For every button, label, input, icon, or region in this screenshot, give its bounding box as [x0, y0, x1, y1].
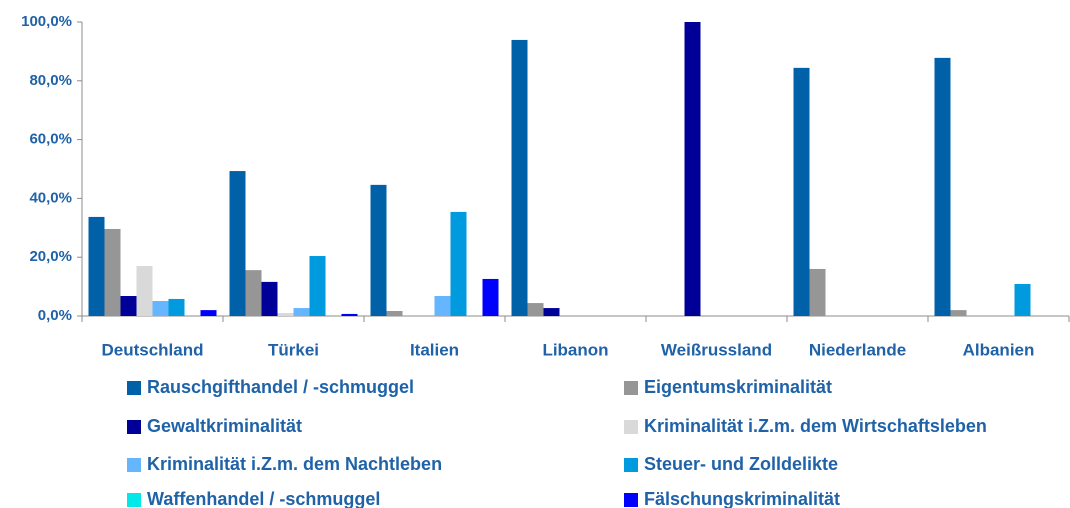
bar	[809, 268, 826, 316]
bar	[168, 298, 185, 316]
legend-swatch	[127, 458, 141, 472]
bar	[950, 310, 967, 316]
legend-swatch	[127, 493, 141, 507]
legend-swatch	[624, 493, 638, 507]
y-tick-label: 100,0%	[21, 13, 72, 30]
x-tick-label: Deutschland	[101, 340, 203, 359]
bar	[386, 311, 403, 316]
legend-swatch	[624, 381, 638, 395]
legend-label: Rauschgifthandel / -schmuggel	[147, 377, 414, 397]
bar	[543, 308, 560, 316]
x-tick-label: Italien	[410, 340, 459, 359]
x-tick-label: Türkei	[268, 340, 319, 359]
bar	[200, 310, 217, 316]
legend-label: Fälschungskriminalität	[644, 489, 840, 508]
bar	[229, 171, 246, 316]
y-tick-label: 20,0%	[29, 248, 72, 265]
bar	[370, 184, 387, 316]
x-tick-label: Niederlande	[809, 340, 906, 359]
bar	[341, 313, 358, 316]
bar	[245, 270, 262, 316]
bar	[261, 281, 278, 316]
legend-label: Kriminalität i.Z.m. dem Nachtleben	[147, 454, 442, 474]
bar	[793, 67, 810, 316]
bar	[934, 57, 951, 316]
y-tick-label: 0,0%	[38, 307, 72, 324]
bar	[527, 303, 544, 316]
legend-label: Steuer- und Zolldelikte	[644, 454, 838, 474]
legend-label: Waffenhandel / -schmuggel	[147, 489, 380, 508]
bar	[104, 228, 121, 316]
bar	[120, 296, 137, 316]
bar	[136, 266, 153, 316]
bar	[277, 313, 294, 316]
y-tick-label: 60,0%	[29, 131, 72, 148]
legend-swatch	[127, 420, 141, 434]
bar	[450, 211, 467, 316]
legend-swatch	[624, 420, 638, 434]
x-tick-label: Albanien	[963, 340, 1035, 359]
y-tick-label: 40,0%	[29, 189, 72, 206]
bar	[482, 278, 499, 316]
bar	[309, 256, 326, 316]
x-tick-label: Weißrussland	[661, 340, 772, 359]
bar	[511, 39, 528, 317]
legend-label: Gewaltkriminalität	[147, 416, 302, 436]
legend-swatch	[624, 458, 638, 472]
bar	[1014, 283, 1031, 316]
bar	[293, 308, 310, 316]
legend-swatch	[127, 381, 141, 395]
y-tick-label: 80,0%	[29, 72, 72, 89]
bar	[434, 296, 451, 316]
x-tick-label: Libanon	[542, 340, 608, 359]
bar	[88, 216, 105, 316]
legend-label: Kriminalität i.Z.m. dem Wirtschaftsleben	[644, 416, 987, 436]
bar	[152, 301, 169, 316]
bar	[684, 22, 701, 316]
legend-label: Eigentumskriminalität	[644, 377, 832, 397]
